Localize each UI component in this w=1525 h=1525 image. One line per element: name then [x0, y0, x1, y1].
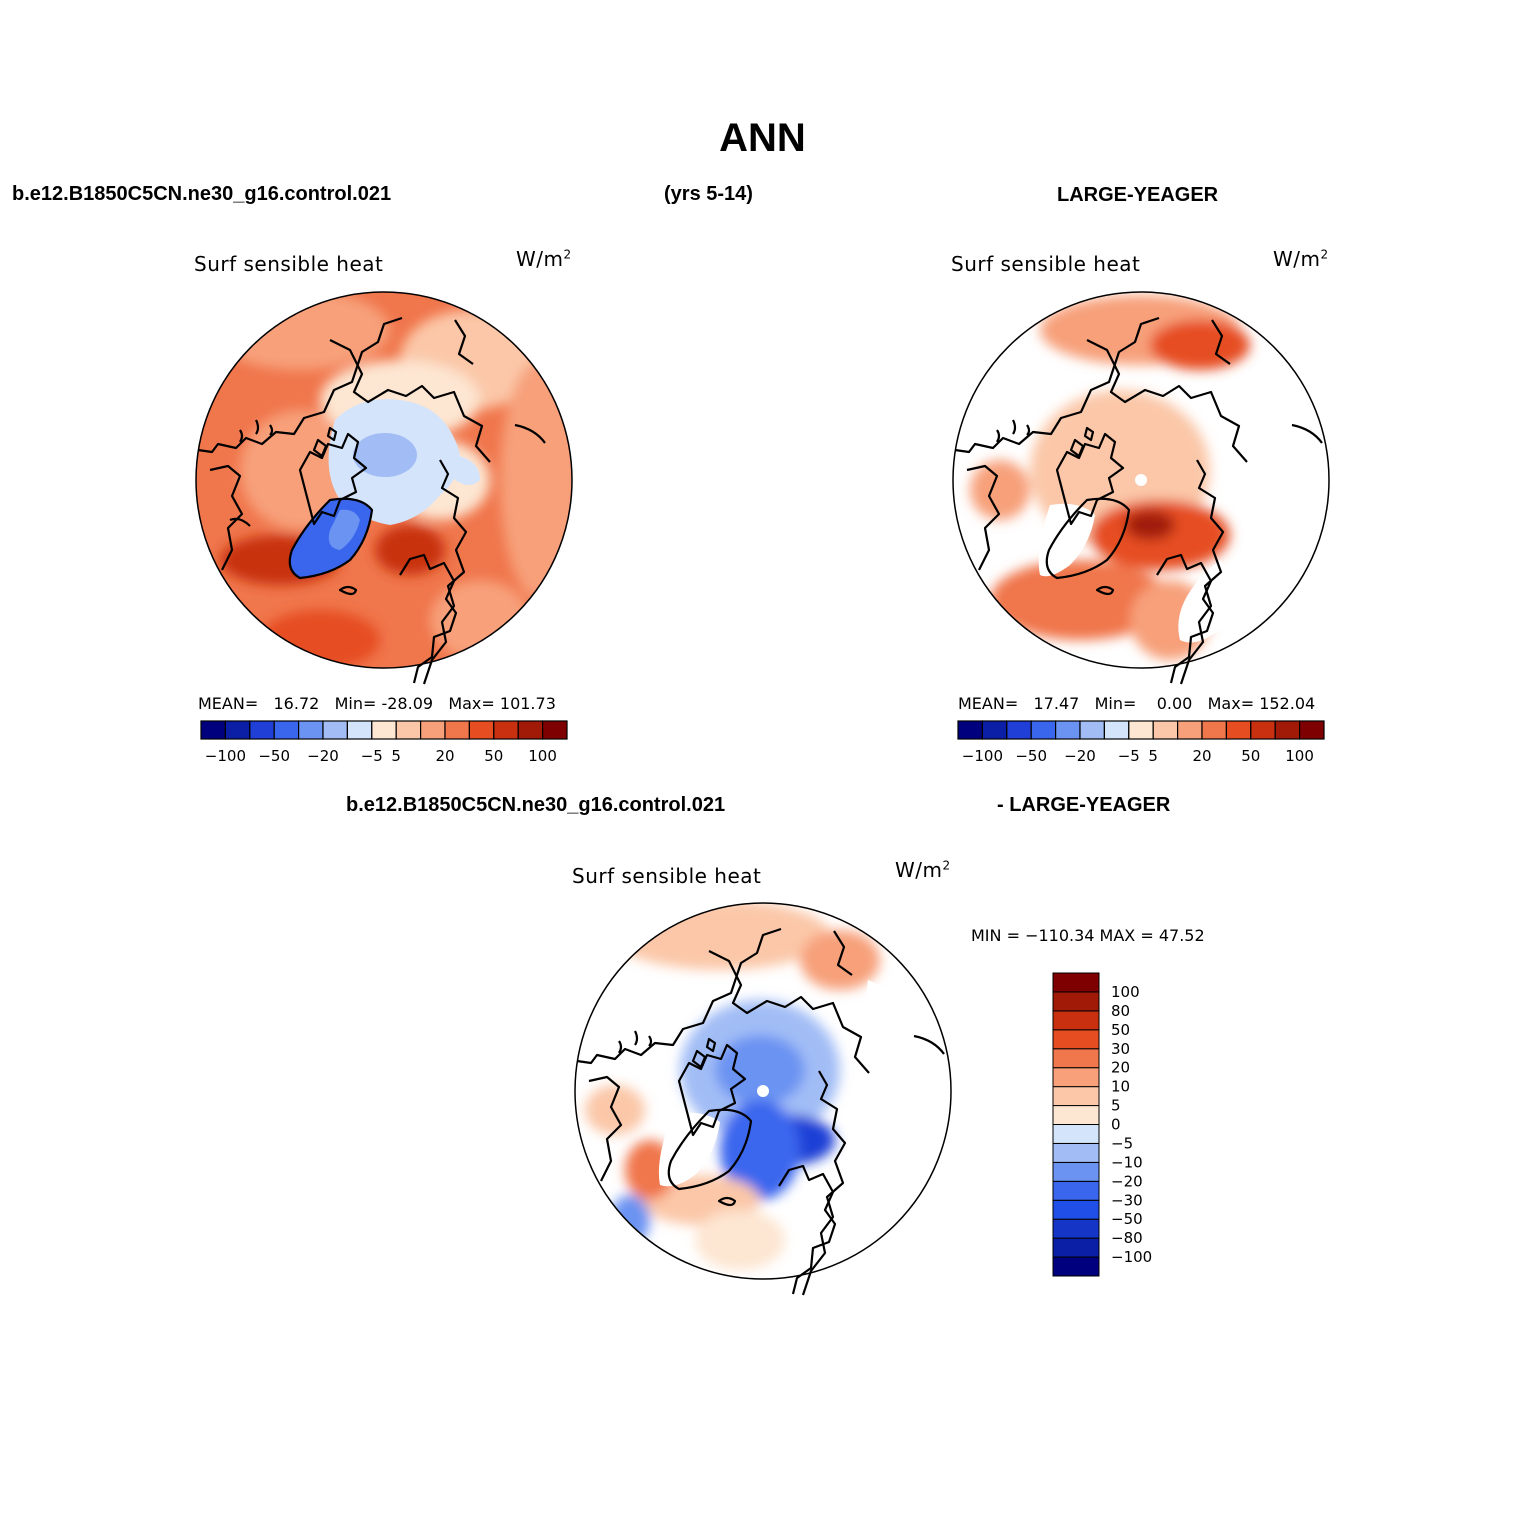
- colorbar-tick-label: 50: [1241, 747, 1260, 765]
- colorbar-swatch: [1054, 720, 1081, 740]
- colorbar-tick-label: −50: [258, 747, 290, 765]
- panel2-stats: MEAN= 17.47 Min= 0.00 Max= 152.04: [958, 694, 1316, 713]
- colorbar-tick-label: 100: [1111, 983, 1140, 1001]
- colorbar-tick-label: 100: [528, 747, 557, 765]
- colorbar-tick-label: 50: [484, 747, 503, 765]
- colorbar-tick-label: 50: [1111, 1021, 1130, 1039]
- colorbar-swatch: [1052, 991, 1100, 1012]
- colorbar-swatch: [1103, 720, 1130, 740]
- colorbar-swatch: [1052, 1086, 1100, 1107]
- colorbar-swatch: [420, 720, 446, 740]
- colorbar-swatch: [346, 720, 373, 740]
- diff-minmax: MIN = −110.34 MAX = 47.52: [971, 926, 1205, 945]
- colorbar-swatch: [1052, 972, 1100, 993]
- diff-case2-label: - LARGE-YEAGER: [997, 794, 1171, 816]
- colorbar-tick-label: 100: [1285, 747, 1314, 765]
- colorbar-swatch: [1274, 720, 1301, 740]
- colorbar-swatch: [1030, 720, 1057, 740]
- colorbar-tick-label: 20: [1192, 747, 1211, 765]
- colorbar-tick-label: 20: [1111, 1059, 1130, 1077]
- colorbar-swatch: [1052, 1256, 1100, 1277]
- page-title: ANN: [719, 116, 806, 160]
- years-label: (yrs 5-14): [664, 183, 753, 205]
- panel1-units: W/m2: [516, 247, 572, 271]
- colorbar-tick-label: −50: [1111, 1210, 1143, 1228]
- colorbar-swatch: [1152, 720, 1179, 740]
- colorbar-tick-label: −10: [1111, 1153, 1143, 1171]
- colorbar-swatch: [468, 720, 495, 740]
- colorbar-swatch: [249, 720, 275, 740]
- colorbar-swatch: [1201, 720, 1227, 740]
- colorbar-swatch: [395, 720, 422, 740]
- colorbar-tick-label: −5: [361, 747, 383, 765]
- case1-label: b.e12.B1850C5CN.ne30_g16.control.021: [12, 183, 392, 205]
- colorbar-swatch: [1052, 1142, 1100, 1163]
- colorbar-swatch: [541, 720, 568, 740]
- colorbar-swatch: [1052, 1029, 1100, 1050]
- colorbar-tick-label: 5: [1111, 1097, 1121, 1115]
- colorbar-tick-label: −100: [962, 747, 1003, 765]
- colorbar-swatch: [1079, 720, 1105, 740]
- colorbar-tick-label: 20: [435, 747, 454, 765]
- colorbar-swatch: [371, 720, 397, 740]
- panel1-variable: Surf sensible heat: [194, 252, 384, 276]
- colorbar-swatch: [1052, 1105, 1100, 1125]
- diff-case1-label: b.e12.B1850C5CN.ne30_g16.control.021: [346, 794, 726, 816]
- colorbar-swatch: [298, 720, 324, 740]
- colorbar-swatch: [1052, 1048, 1100, 1069]
- colorbar-swatch: [1225, 720, 1252, 740]
- colorbar-tick-label: −20: [1064, 747, 1096, 765]
- colorbar-swatch: [1052, 1161, 1100, 1182]
- diff-map: [574, 902, 952, 1296]
- colorbar-swatch: [273, 720, 300, 740]
- colorbar-tick-label: −50: [1015, 747, 1047, 765]
- colorbar-tick-label: −100: [1111, 1248, 1152, 1266]
- colorbar-tick-label: 5: [391, 747, 401, 765]
- panel1-map: [195, 291, 573, 685]
- colorbar-swatch: [1052, 1010, 1100, 1031]
- colorbar-tick-label: −30: [1111, 1191, 1143, 1209]
- colorbar-panel1: −100 −50 −20 −5 5 20 50 100: [200, 720, 568, 765]
- colorbar-swatch: [1176, 720, 1203, 740]
- colorbar-swatch: [224, 720, 251, 740]
- colorbar-swatch: [1052, 1067, 1100, 1088]
- colorbar-swatch: [1052, 1199, 1100, 1220]
- colorbar-swatch: [1128, 720, 1154, 740]
- colorbar-swatch: [493, 720, 519, 740]
- colorbar-swatch: [1250, 720, 1276, 740]
- case2-label: LARGE-YEAGER: [1057, 184, 1219, 206]
- colorbar-tick-label: −5: [1111, 1134, 1133, 1152]
- colorbar-swatch: [1006, 720, 1032, 740]
- colorbar-swatch: [1052, 1218, 1100, 1239]
- colorbar-tick-label: 5: [1148, 747, 1158, 765]
- colorbar-tick-label: 30: [1111, 1040, 1130, 1058]
- colorbar-tick-label: 0: [1111, 1116, 1121, 1134]
- panel1-stats: MEAN= 16.72 Min= -28.09 Max= 101.73: [198, 694, 556, 713]
- colorbar-swatch: [200, 720, 226, 740]
- colorbar-swatch: [957, 720, 983, 740]
- colorbar-swatch: [1052, 1237, 1100, 1258]
- panel2-variable: Surf sensible heat: [951, 252, 1141, 276]
- colorbar-tick-label: 10: [1111, 1078, 1130, 1096]
- diff-units: W/m2: [895, 858, 951, 882]
- colorbar-swatch: [1052, 1124, 1100, 1144]
- colorbar-swatch: [981, 720, 1008, 740]
- colorbar-swatch: [444, 720, 470, 740]
- colorbar-panel2: −100 −50 −20 −5 5 20 50 100: [957, 720, 1325, 765]
- panel2-map: [952, 291, 1330, 685]
- colorbar-tick-label: −5: [1118, 747, 1140, 765]
- colorbar-tick-label: −80: [1111, 1229, 1143, 1247]
- colorbar-swatch: [1052, 1180, 1100, 1201]
- colorbar-tick-label: −20: [1111, 1172, 1143, 1190]
- colorbar-swatch: [1298, 720, 1325, 740]
- colorbar-tick-label: −100: [205, 747, 246, 765]
- colorbar-swatch: [322, 720, 348, 740]
- panel2-units: W/m2: [1273, 247, 1329, 271]
- colorbar-tick-label: −20: [307, 747, 339, 765]
- colorbar-tick-label: 80: [1111, 1002, 1130, 1020]
- diff-variable: Surf sensible heat: [572, 864, 762, 888]
- colorbar-swatch: [517, 720, 544, 740]
